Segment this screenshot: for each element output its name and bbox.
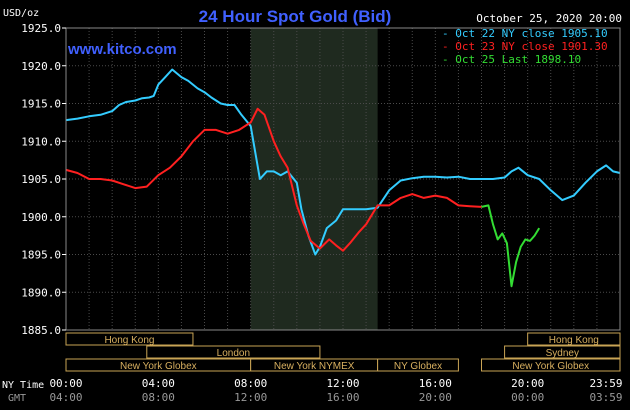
session-label: NY Globex xyxy=(394,361,442,372)
y-tick-label: 1895.0 xyxy=(21,249,61,262)
session-bar xyxy=(65,332,194,346)
price-series xyxy=(65,68,621,288)
x-tick-label-ny: 08:00 xyxy=(234,377,267,390)
session-bar xyxy=(377,358,459,372)
x-tick-label-ny: 20:00 xyxy=(511,377,544,390)
y-tick-label: 1905.0 xyxy=(21,173,61,186)
nymex-shaded-region xyxy=(250,28,378,330)
session-label: Hong Kong xyxy=(104,335,154,346)
series-line xyxy=(481,204,541,288)
x-tick-label-gmt: 12:00 xyxy=(234,391,267,404)
x-tick-label-ny: 00:00 xyxy=(49,377,82,390)
x-tick-label-gmt: 08:00 xyxy=(142,391,175,404)
shaded-region xyxy=(250,28,378,330)
axes: 1925.0 1920.0 1915.0 1910.0 1905.0 1900.0 1895… xyxy=(21,22,622,404)
x-tick-label-gmt: 16:00 xyxy=(326,391,359,404)
legend-entry: - Oct 23 NY close 1901.30 xyxy=(442,40,608,53)
x-tick-label-ny: 12:00 xyxy=(326,377,359,390)
session-label: Sydney xyxy=(546,348,579,359)
session-bar xyxy=(527,332,621,346)
y-tick-label: 1925.0 xyxy=(21,22,61,35)
x-axis-label-ny: NY Time xyxy=(2,380,44,391)
x-tick-label-ny: 16:00 xyxy=(419,377,452,390)
session-label: New York Globex xyxy=(512,361,589,372)
y-tick-label: 1910.0 xyxy=(21,135,61,148)
x-axis-label-gmt: GMT xyxy=(8,393,26,404)
series-line xyxy=(65,68,621,256)
y-axis-label: USD/oz xyxy=(3,8,39,19)
timestamp: October 25, 2020 20:00 xyxy=(476,12,622,25)
y-tick-label: 1920.0 xyxy=(21,60,61,73)
session-bar xyxy=(481,358,621,372)
legend-entry: - Oct 25 Last 1898.10 xyxy=(442,53,581,66)
y-tick-label: 1890.0 xyxy=(21,286,61,299)
y-tick-label: 1900.0 xyxy=(21,211,61,224)
y-tick-label: 1915.0 xyxy=(21,98,61,111)
x-tick-label-ny: 04:00 xyxy=(142,377,175,390)
legend-entry: - Oct 22 NY close 1905.10 xyxy=(442,27,608,40)
x-tick-label-gmt: 20:00 xyxy=(419,391,452,404)
session-bar xyxy=(146,345,321,359)
x-tick-label-gmt: 00:00 xyxy=(511,391,544,404)
watermark: www.kitco.com xyxy=(67,41,177,58)
legend: - Oct 22 NY close 1905.10- Oct 23 NY clo… xyxy=(442,27,608,66)
session-label: London xyxy=(217,348,250,359)
x-tick-label-gmt: 03:59 xyxy=(589,391,622,404)
x-tick-label-ny: 23:59 xyxy=(589,377,622,390)
session-bar xyxy=(504,345,621,359)
session-label: New York NYMEX xyxy=(274,361,355,372)
session-label: New York Globex xyxy=(120,361,197,372)
chart-title: 24 Hour Spot Gold (Bid) xyxy=(199,7,392,26)
session-label: Hong Kong xyxy=(549,335,599,346)
trading-sessions: Hong Kong London New York Globex New York N… xyxy=(65,332,621,372)
x-tick-label-gmt: 04:00 xyxy=(49,391,82,404)
series-line xyxy=(65,107,482,252)
y-tick-label: 1885.0 xyxy=(21,324,61,337)
